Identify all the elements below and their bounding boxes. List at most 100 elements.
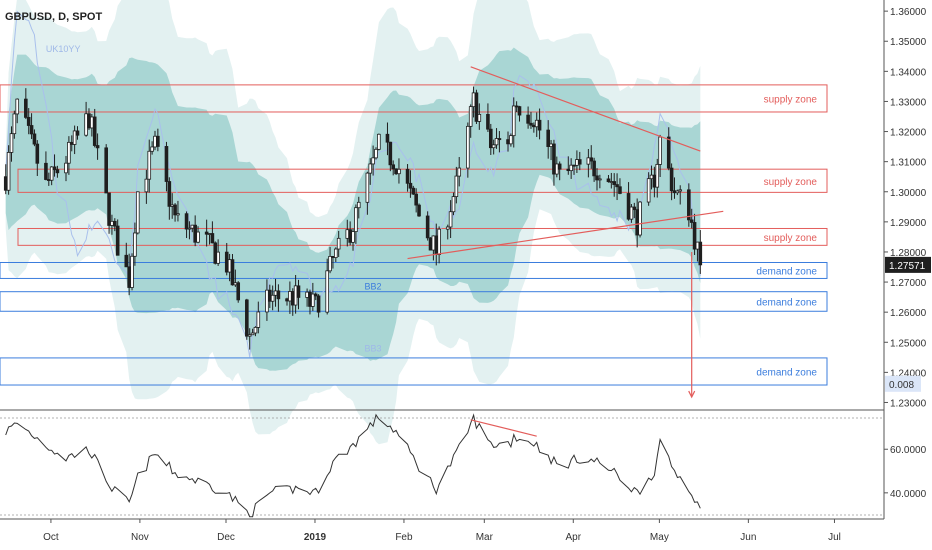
price-tick-label: 1.32000 [890, 128, 927, 139]
candle-body [124, 254, 129, 268]
candle [669, 163, 674, 201]
candle [377, 133, 381, 151]
candle-body [474, 92, 479, 122]
candle [9, 126, 14, 162]
candle [646, 172, 651, 206]
time-tick-label: Jun [740, 532, 756, 543]
candle-body [451, 196, 456, 213]
candle-body [290, 291, 295, 306]
candle [385, 122, 390, 156]
price-tick-label: 1.27000 [890, 278, 927, 289]
candle [328, 246, 332, 274]
candle-body [164, 146, 169, 182]
candle-body [265, 289, 269, 313]
candle-body [84, 113, 88, 136]
candle [216, 239, 220, 266]
candle [638, 201, 642, 238]
candle [236, 281, 241, 303]
candle-body [107, 192, 111, 226]
candle-body [497, 138, 502, 141]
candle [474, 89, 479, 125]
candle-body [267, 289, 272, 302]
candle [144, 169, 149, 204]
candle-body [652, 174, 657, 188]
candle-body [236, 282, 241, 301]
candle-body [586, 157, 591, 165]
candle [167, 177, 172, 220]
candle [250, 328, 255, 336]
indicator-value-label: 0.008 [889, 380, 914, 391]
candle [334, 247, 338, 263]
candle [698, 230, 703, 274]
candle-body [689, 219, 694, 223]
candle [692, 213, 697, 255]
candle [405, 164, 410, 192]
candle-body [532, 124, 536, 128]
bb2-band [5, 47, 701, 371]
time-tick-label: May [650, 532, 669, 543]
price-tick-label: 1.25000 [890, 338, 927, 349]
candle-body [629, 206, 634, 220]
candle-body [69, 141, 74, 145]
candle [371, 145, 375, 176]
candle-body [227, 259, 232, 273]
candle [445, 224, 450, 240]
candle-body [52, 166, 57, 171]
candle [546, 120, 550, 159]
candle [15, 98, 20, 124]
candle [130, 253, 134, 291]
price-tick-label: 1.33000 [890, 97, 927, 108]
candle [477, 103, 482, 130]
zone-rect-0 [0, 84, 828, 113]
candle [592, 157, 596, 182]
candle [26, 108, 31, 135]
candle-body [245, 299, 249, 337]
candle-body [526, 114, 530, 124]
zone-label-2: supply zone [764, 233, 818, 244]
candle [184, 211, 189, 239]
zone-rect-3 [0, 261, 828, 279]
candle [629, 204, 634, 223]
candle [6, 145, 11, 195]
candle [557, 161, 562, 181]
zone-rect-2 [17, 227, 828, 246]
candle-body [509, 135, 513, 145]
candle [517, 105, 522, 122]
price-tick-label: 1.34000 [890, 67, 927, 78]
candle-body [434, 235, 439, 256]
candle-body [577, 159, 582, 165]
price-tick-label: 1.36000 [890, 7, 927, 18]
candle-body [354, 207, 358, 233]
candle-body [256, 311, 261, 328]
candle-body [130, 255, 134, 288]
candle [95, 133, 100, 160]
candle-body [649, 174, 654, 180]
candle-body [405, 168, 410, 184]
candle [577, 151, 582, 171]
candle [230, 254, 235, 286]
candle-body [144, 178, 149, 193]
candle-body [425, 215, 430, 239]
candle [397, 158, 401, 184]
candle-body [632, 206, 637, 211]
candle-body [692, 222, 697, 250]
candle [368, 158, 373, 185]
candle-body [9, 133, 14, 153]
candle-body [44, 162, 48, 180]
candle-body [428, 237, 433, 251]
candle-body [351, 231, 355, 243]
candle-body [308, 291, 312, 307]
candle [678, 185, 683, 205]
candle [374, 147, 378, 160]
zone-rect-5 [0, 357, 828, 386]
time-tick-label: Feb [395, 532, 413, 543]
candle-body [371, 157, 375, 165]
price-tick-label: 1.30000 [890, 188, 927, 199]
trendline-arrowhead [688, 390, 696, 399]
candle-body [408, 182, 413, 189]
candle-body [417, 204, 421, 217]
candle-body [150, 146, 154, 152]
candle-body [210, 233, 215, 244]
